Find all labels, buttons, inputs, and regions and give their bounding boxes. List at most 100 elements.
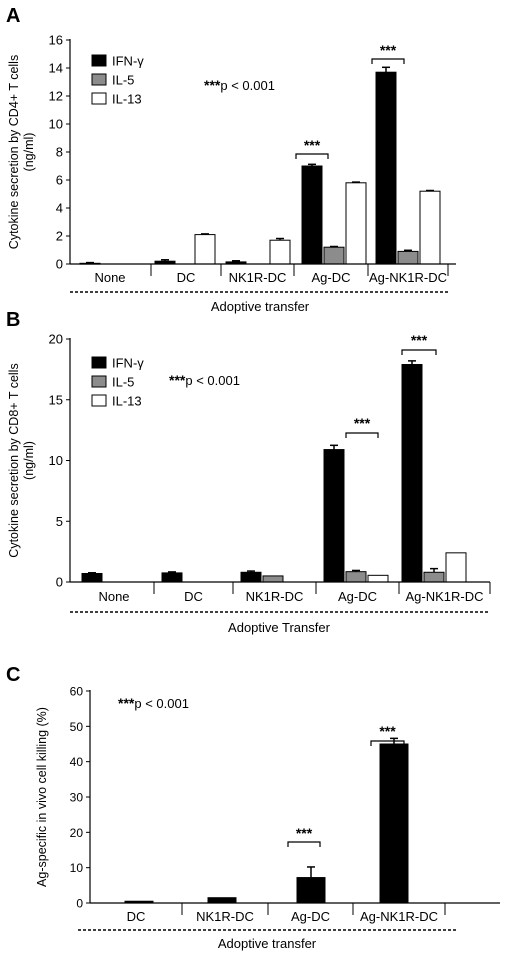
x-axis-title: Adoptive transfer: [211, 299, 310, 314]
bar-il13-ag-dc: [345, 182, 367, 265]
p-value-text: p < 0.001: [185, 373, 240, 388]
y-tick-label: 10: [70, 861, 84, 875]
significance-bracket: [345, 432, 379, 438]
y-tick-label: 10: [49, 453, 63, 468]
y-axis-title-line: Cytokine secretion by CD8+ T cells: [7, 363, 21, 557]
significance-stars: ***: [354, 415, 371, 431]
bar-il13-dc: [194, 234, 216, 265]
y-tick-label: 6: [56, 173, 63, 188]
x-axis-title: Adoptive Transfer: [228, 620, 331, 635]
significance-bracket: [295, 153, 329, 159]
category-label: Ag-DC: [311, 270, 350, 285]
y-tick-label: 50: [70, 720, 84, 734]
bar-ifn-none: [81, 572, 103, 583]
chart-panel-b: B 0 5 10 15 20 None DC NK1R-DC Ag-DC Ag-NK1R-DC Ado…: [6, 309, 491, 635]
category-label: NK1R-DC: [196, 909, 254, 924]
legend-label: IFN-γ: [112, 54, 144, 69]
legend-swatch: [91, 375, 107, 388]
bar-il5-ag-dc: [345, 571, 367, 583]
legend-swatch: [91, 54, 107, 67]
bar-ifn-dc: [161, 572, 183, 583]
significance-bracket: [287, 841, 321, 847]
bar-killing-nk1r-dc: [207, 897, 237, 904]
p-value-stars: ***: [204, 77, 221, 93]
y-tick-label: 4: [56, 201, 63, 216]
y-tick-label: 5: [56, 514, 63, 529]
bar-il13-nk1r-dc: [269, 239, 291, 265]
category-label: Ag-NK1R-DC: [369, 270, 447, 285]
category-label: DC: [127, 909, 146, 924]
category-label: Ag-NK1R-DC: [360, 909, 438, 924]
y-tick-label: 20: [49, 332, 63, 347]
p-value-annotation: ***p < 0.001: [169, 372, 240, 388]
bar-il13-ag-nk1r-dc: [445, 552, 467, 583]
y-tick-label: 12: [49, 89, 63, 104]
category-label: NK1R-DC: [229, 270, 287, 285]
legend-label: IL-5: [112, 375, 134, 390]
y-tick-label: 0: [56, 257, 63, 272]
p-value-annotation: ***p < 0.001: [204, 77, 275, 93]
significance-stars: ***: [411, 332, 428, 348]
category-label: DC: [177, 270, 196, 285]
p-value-annotation: ***p < 0.001: [118, 695, 189, 711]
panel-letter: B: [6, 309, 20, 331]
y-tick-label: 30: [70, 791, 84, 805]
y-tick-label: 2: [56, 229, 63, 244]
y-axis-title: Ag-specific in vivo cell killing (%): [35, 707, 49, 887]
legend-label: IL-5: [112, 73, 134, 88]
y-tick-label: 10: [49, 117, 63, 132]
y-tick-label: 14: [49, 61, 63, 76]
category-label: DC: [184, 589, 203, 604]
p-value-stars: ***: [169, 372, 186, 388]
bar-il5-ag-dc: [323, 246, 345, 265]
x-axis-title: Adoptive transfer: [218, 936, 317, 951]
significance-stars: ***: [379, 723, 396, 739]
category-label: Ag-NK1R-DC: [405, 589, 483, 604]
y-tick-label: 40: [70, 755, 84, 769]
y-tick-label: 15: [49, 392, 63, 407]
category-label: None: [98, 589, 129, 604]
y-axis-title-line: Ag-specific in vivo cell killing (%): [35, 707, 49, 887]
significance-stars: ***: [380, 42, 397, 58]
y-tick-label: 16: [49, 33, 63, 48]
bar-ifn-ag-dc: [323, 449, 345, 583]
significance-stars: ***: [304, 137, 321, 153]
bar-il5-ag-nk1r-dc: [397, 250, 419, 265]
panel-letter: A: [6, 5, 20, 27]
category-label: NK1R-DC: [246, 589, 304, 604]
legend-swatch: [91, 356, 107, 369]
chart-panel-a: A 0 2 4 6 8 10 12 14 16 None DC NK1R-DC Ag-DC Ag-NK1R-…: [6, 5, 456, 314]
bar-ifn-ag-nk1r-dc: [401, 364, 423, 583]
y-axis-title-line: Cytokine secretion by CD4+ T cells: [7, 55, 21, 249]
bar-ifn-ag-nk1r-dc: [375, 71, 397, 265]
category-label: Ag-DC: [291, 909, 330, 924]
legend-swatch: [91, 394, 107, 407]
y-tick-label: 0: [56, 575, 63, 590]
legend-swatch: [91, 73, 107, 86]
y-axis-title-line: (ng/ml): [22, 441, 36, 480]
y-tick-label: 60: [70, 685, 84, 699]
significance-bracket: [401, 349, 437, 355]
y-axis-title: Cytokine secretion by CD8+ T cells(ng/ml…: [7, 363, 36, 557]
y-axis-title-line: (ng/ml): [22, 133, 36, 172]
bar-killing-ag-dc: [296, 877, 326, 904]
bar-ifn-ag-dc: [301, 165, 323, 265]
bar-il5-nk1r-dc: [262, 575, 284, 583]
significance-bracket: [371, 58, 405, 64]
y-tick-label: 0: [76, 897, 83, 911]
y-axis-title: Cytokine secretion by CD4+ T cells(ng/ml…: [7, 55, 36, 249]
bar-il13-ag-dc: [367, 574, 389, 583]
p-value-stars: ***: [118, 695, 135, 711]
y-tick-label: 20: [70, 826, 84, 840]
p-value-text: p < 0.001: [134, 696, 189, 711]
category-label: None: [94, 270, 125, 285]
chart-panel-c: C 0 10 20 30 40 50 60 DC NK1R-DC Ag-DC Ag-NK1R-DC Ad…: [6, 664, 500, 951]
legend-label: IL-13: [112, 394, 142, 409]
legend-label: IFN-γ: [112, 356, 144, 371]
category-label: Ag-DC: [338, 589, 377, 604]
bar-il13-ag-nk1r-dc: [419, 190, 441, 265]
significance-bracket: [370, 740, 405, 746]
p-value-text: p < 0.001: [220, 78, 275, 93]
bar-il5-ag-nk1r-dc: [423, 571, 445, 583]
